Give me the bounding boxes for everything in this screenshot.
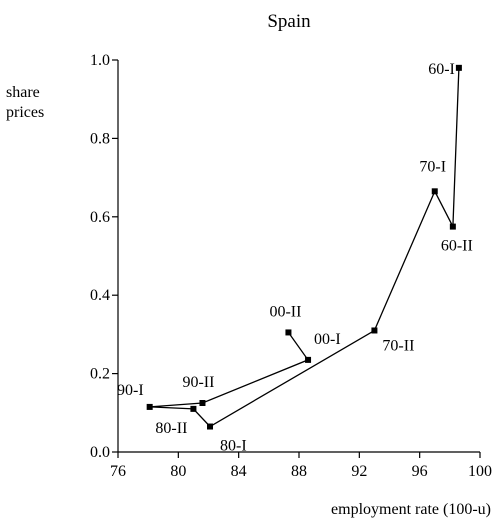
point-label: 60-I (428, 61, 455, 78)
series-path (149, 67, 460, 428)
y-ticks: 0.0 0.2 0.4 0.6 0.8 1.0 (90, 52, 118, 461)
point-marker (199, 400, 206, 406)
point-label: 70-I (419, 158, 446, 175)
point-label: 90-II (182, 374, 214, 391)
point-labels: 60-I 60-II 70-I 70-II 80-I 80-II 90-I 90-II 00-I… (117, 61, 473, 455)
point-label: 80-II (155, 420, 187, 437)
x-tick-label: 80 (170, 463, 186, 480)
point-label: 90-I (117, 382, 144, 399)
point-marker (455, 64, 462, 71)
point-marker (431, 188, 438, 195)
point-marker (190, 405, 197, 412)
chart-title: Spain (267, 11, 311, 32)
x-tick-label: 100 (468, 463, 492, 480)
axes (117, 60, 480, 453)
point-marker (285, 329, 292, 336)
x-ticks: 76 80 84 88 92 96 100 (110, 452, 492, 480)
point-marker (371, 327, 378, 334)
y-axis-label-line-2: prices (6, 104, 44, 121)
point-label: 60-II (441, 238, 473, 255)
y-tick-label: 0.0 (90, 444, 110, 461)
markers (146, 64, 462, 430)
x-tick-label: 92 (351, 463, 367, 480)
y-tick-label: 1.0 (90, 52, 110, 69)
point-label: 70-II (382, 337, 414, 354)
point-marker (305, 356, 312, 363)
y-tick-label: 0.2 (90, 366, 110, 383)
y-axis-label: share prices (6, 84, 44, 121)
series-line (149, 67, 460, 428)
point-label: 00-II (269, 303, 301, 320)
y-tick-label: 0.4 (90, 287, 110, 304)
point-label: 00-I (314, 331, 341, 348)
y-tick-label: 0.6 (90, 209, 110, 226)
x-tick-label: 88 (291, 463, 307, 480)
point-marker (207, 423, 214, 430)
x-tick-label: 96 (412, 463, 428, 480)
y-axis-label-line-1: share (6, 84, 40, 101)
y-tick-label: 0.8 (90, 130, 110, 147)
point-label: 80-I (220, 438, 247, 455)
point-marker (449, 223, 456, 230)
x-axis-label: employment rate (100-u) (331, 501, 491, 518)
x-tick-label: 84 (231, 463, 247, 480)
point-marker (146, 403, 153, 410)
x-tick-label: 76 (110, 463, 126, 480)
